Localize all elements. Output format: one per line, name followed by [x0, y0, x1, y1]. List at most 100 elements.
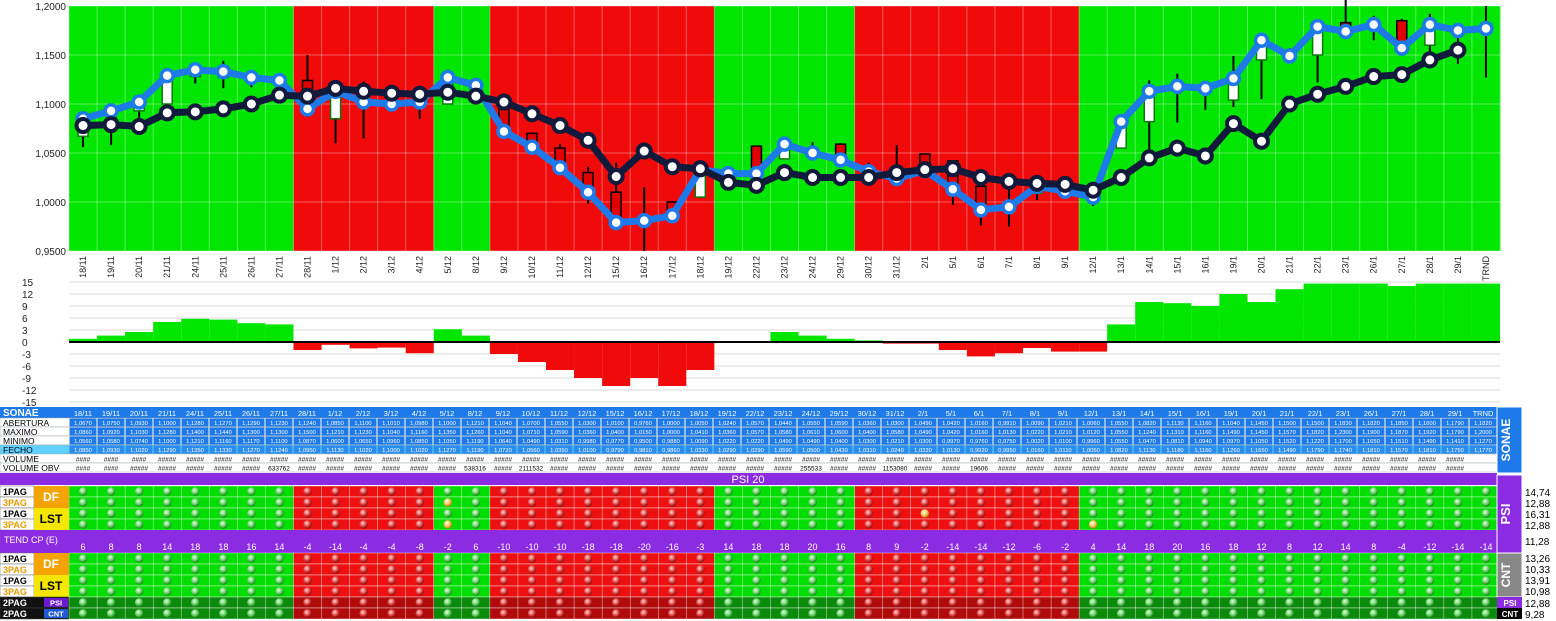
- signal-dot: [247, 509, 256, 518]
- price-y-tick-label: 1,0000: [35, 198, 66, 209]
- table-cell: 1,0600: [830, 430, 848, 436]
- signal-dot: [1369, 487, 1378, 496]
- table-cell: 1,1130: [1166, 421, 1183, 427]
- signal-dot: [303, 498, 312, 507]
- signal-dot: [1173, 554, 1182, 563]
- signal-dot: [1201, 576, 1210, 585]
- trend-point: [719, 173, 737, 191]
- table-cell: #####: [1194, 457, 1212, 464]
- table-cell: #####: [550, 466, 568, 473]
- signal-dot: [1117, 554, 1126, 563]
- close-price-point: [1337, 23, 1354, 40]
- signal-dot: [527, 509, 537, 518]
- signal-dot: [1285, 520, 1294, 529]
- table-date-header: 24/11: [186, 409, 204, 418]
- signal-dot: [724, 498, 733, 507]
- table-cell-bg: [1357, 445, 1385, 454]
- trend-point: [579, 131, 597, 149]
- signal-dot: [1341, 520, 1350, 529]
- table-cell-bg: [881, 445, 909, 454]
- table-cell-bg: [629, 436, 657, 445]
- signal-dot: [1369, 554, 1378, 563]
- signal-dot: [387, 576, 396, 585]
- tend-value: -14: [974, 542, 987, 552]
- table-cell-bg: [433, 418, 461, 427]
- signal-dot: [134, 576, 144, 585]
- table-cell: 1,1020: [410, 448, 428, 454]
- table-cell: 1,1100: [354, 421, 371, 427]
- signal-dot: [948, 487, 958, 496]
- signal-dot: [1117, 487, 1126, 496]
- signal-dot: [611, 554, 621, 563]
- close-price-point: [804, 145, 821, 161]
- right-value: 14,74: [1525, 488, 1550, 499]
- signal-dot: [696, 554, 705, 563]
- table-cell: #####: [1250, 457, 1268, 464]
- table-cell: 1,1160: [1194, 448, 1211, 454]
- signal-dot: [359, 487, 368, 496]
- table-cell: 1,1490: [1278, 448, 1296, 454]
- signal-dot: [1313, 554, 1322, 563]
- table-cell: 1,0020: [1026, 439, 1044, 445]
- table-cell: #####: [298, 466, 316, 473]
- table-cell: 1,0610: [802, 430, 820, 436]
- right-value: 12,88: [1525, 521, 1550, 532]
- tend-value: 8: [137, 542, 142, 552]
- table-date-header: 24/12: [802, 409, 821, 418]
- trend-point: [1028, 174, 1046, 192]
- signal-dot: [1145, 587, 1154, 596]
- signal-dot: [864, 587, 873, 596]
- table-cell-bg: [965, 418, 993, 427]
- signal-dot: [1173, 509, 1182, 518]
- signal-dot: [387, 598, 396, 607]
- regime-band: [1079, 6, 1108, 251]
- table-cell: #####: [1306, 457, 1324, 464]
- signal-dot: [1453, 565, 1463, 574]
- table-cell: 1,1700: [1334, 439, 1352, 445]
- table-cell-bg: [797, 445, 825, 454]
- signal-dot: [1060, 598, 1070, 607]
- signal-dot: [752, 520, 761, 529]
- table-date-header: 20/11: [130, 409, 148, 418]
- signal-dot: [1257, 565, 1266, 574]
- table-cell: 1,0490: [774, 439, 792, 445]
- table-cell-bg: [153, 418, 181, 427]
- signal-dot: [247, 554, 256, 563]
- signal-dot: [1425, 587, 1435, 596]
- signal-dot: [1257, 498, 1266, 507]
- table-cell-bg: [1245, 445, 1273, 454]
- signal-dot: [1369, 576, 1378, 585]
- table-cell-bg: [1105, 436, 1133, 445]
- signal-dot: [1004, 554, 1014, 563]
- table-cell: #####: [970, 457, 988, 464]
- signal-dot: [583, 587, 593, 596]
- table-cell: 1,1920: [1418, 430, 1436, 436]
- table-cell: 1,0130: [998, 430, 1016, 436]
- signal-dot: [359, 520, 368, 529]
- table-cell-bg: [1441, 418, 1469, 427]
- table-cell: 1,0350: [550, 448, 568, 454]
- signal-dot: [1173, 520, 1182, 529]
- signal-dot: [864, 576, 873, 585]
- signal-dot: [359, 598, 368, 607]
- table-cell: #####: [634, 457, 652, 464]
- table-cell: 1,1260: [466, 430, 484, 436]
- signal-dot: [471, 609, 481, 618]
- close-price-point: [580, 184, 596, 200]
- table-cell-bg: [517, 445, 545, 454]
- table-cell-bg: [1049, 436, 1077, 445]
- signal-dot: [752, 598, 761, 607]
- table-cell: 1,0940: [1194, 439, 1212, 445]
- signal-dot: [1397, 587, 1406, 596]
- histogram-y-tick-label: -9: [22, 374, 31, 385]
- close-price-point: [524, 139, 540, 155]
- table-date-header: 23/1: [1336, 409, 1351, 418]
- table-cell: #####: [1334, 457, 1352, 464]
- histogram-y-tick-label: 0: [22, 338, 28, 349]
- signal-dot: [668, 587, 677, 596]
- table-cell-bg: [909, 436, 937, 445]
- table-date-header: 7/1: [1002, 409, 1012, 418]
- signal-dot: [134, 587, 144, 596]
- table-cell-bg: [293, 418, 321, 427]
- table-cell: 1,0360: [578, 430, 596, 436]
